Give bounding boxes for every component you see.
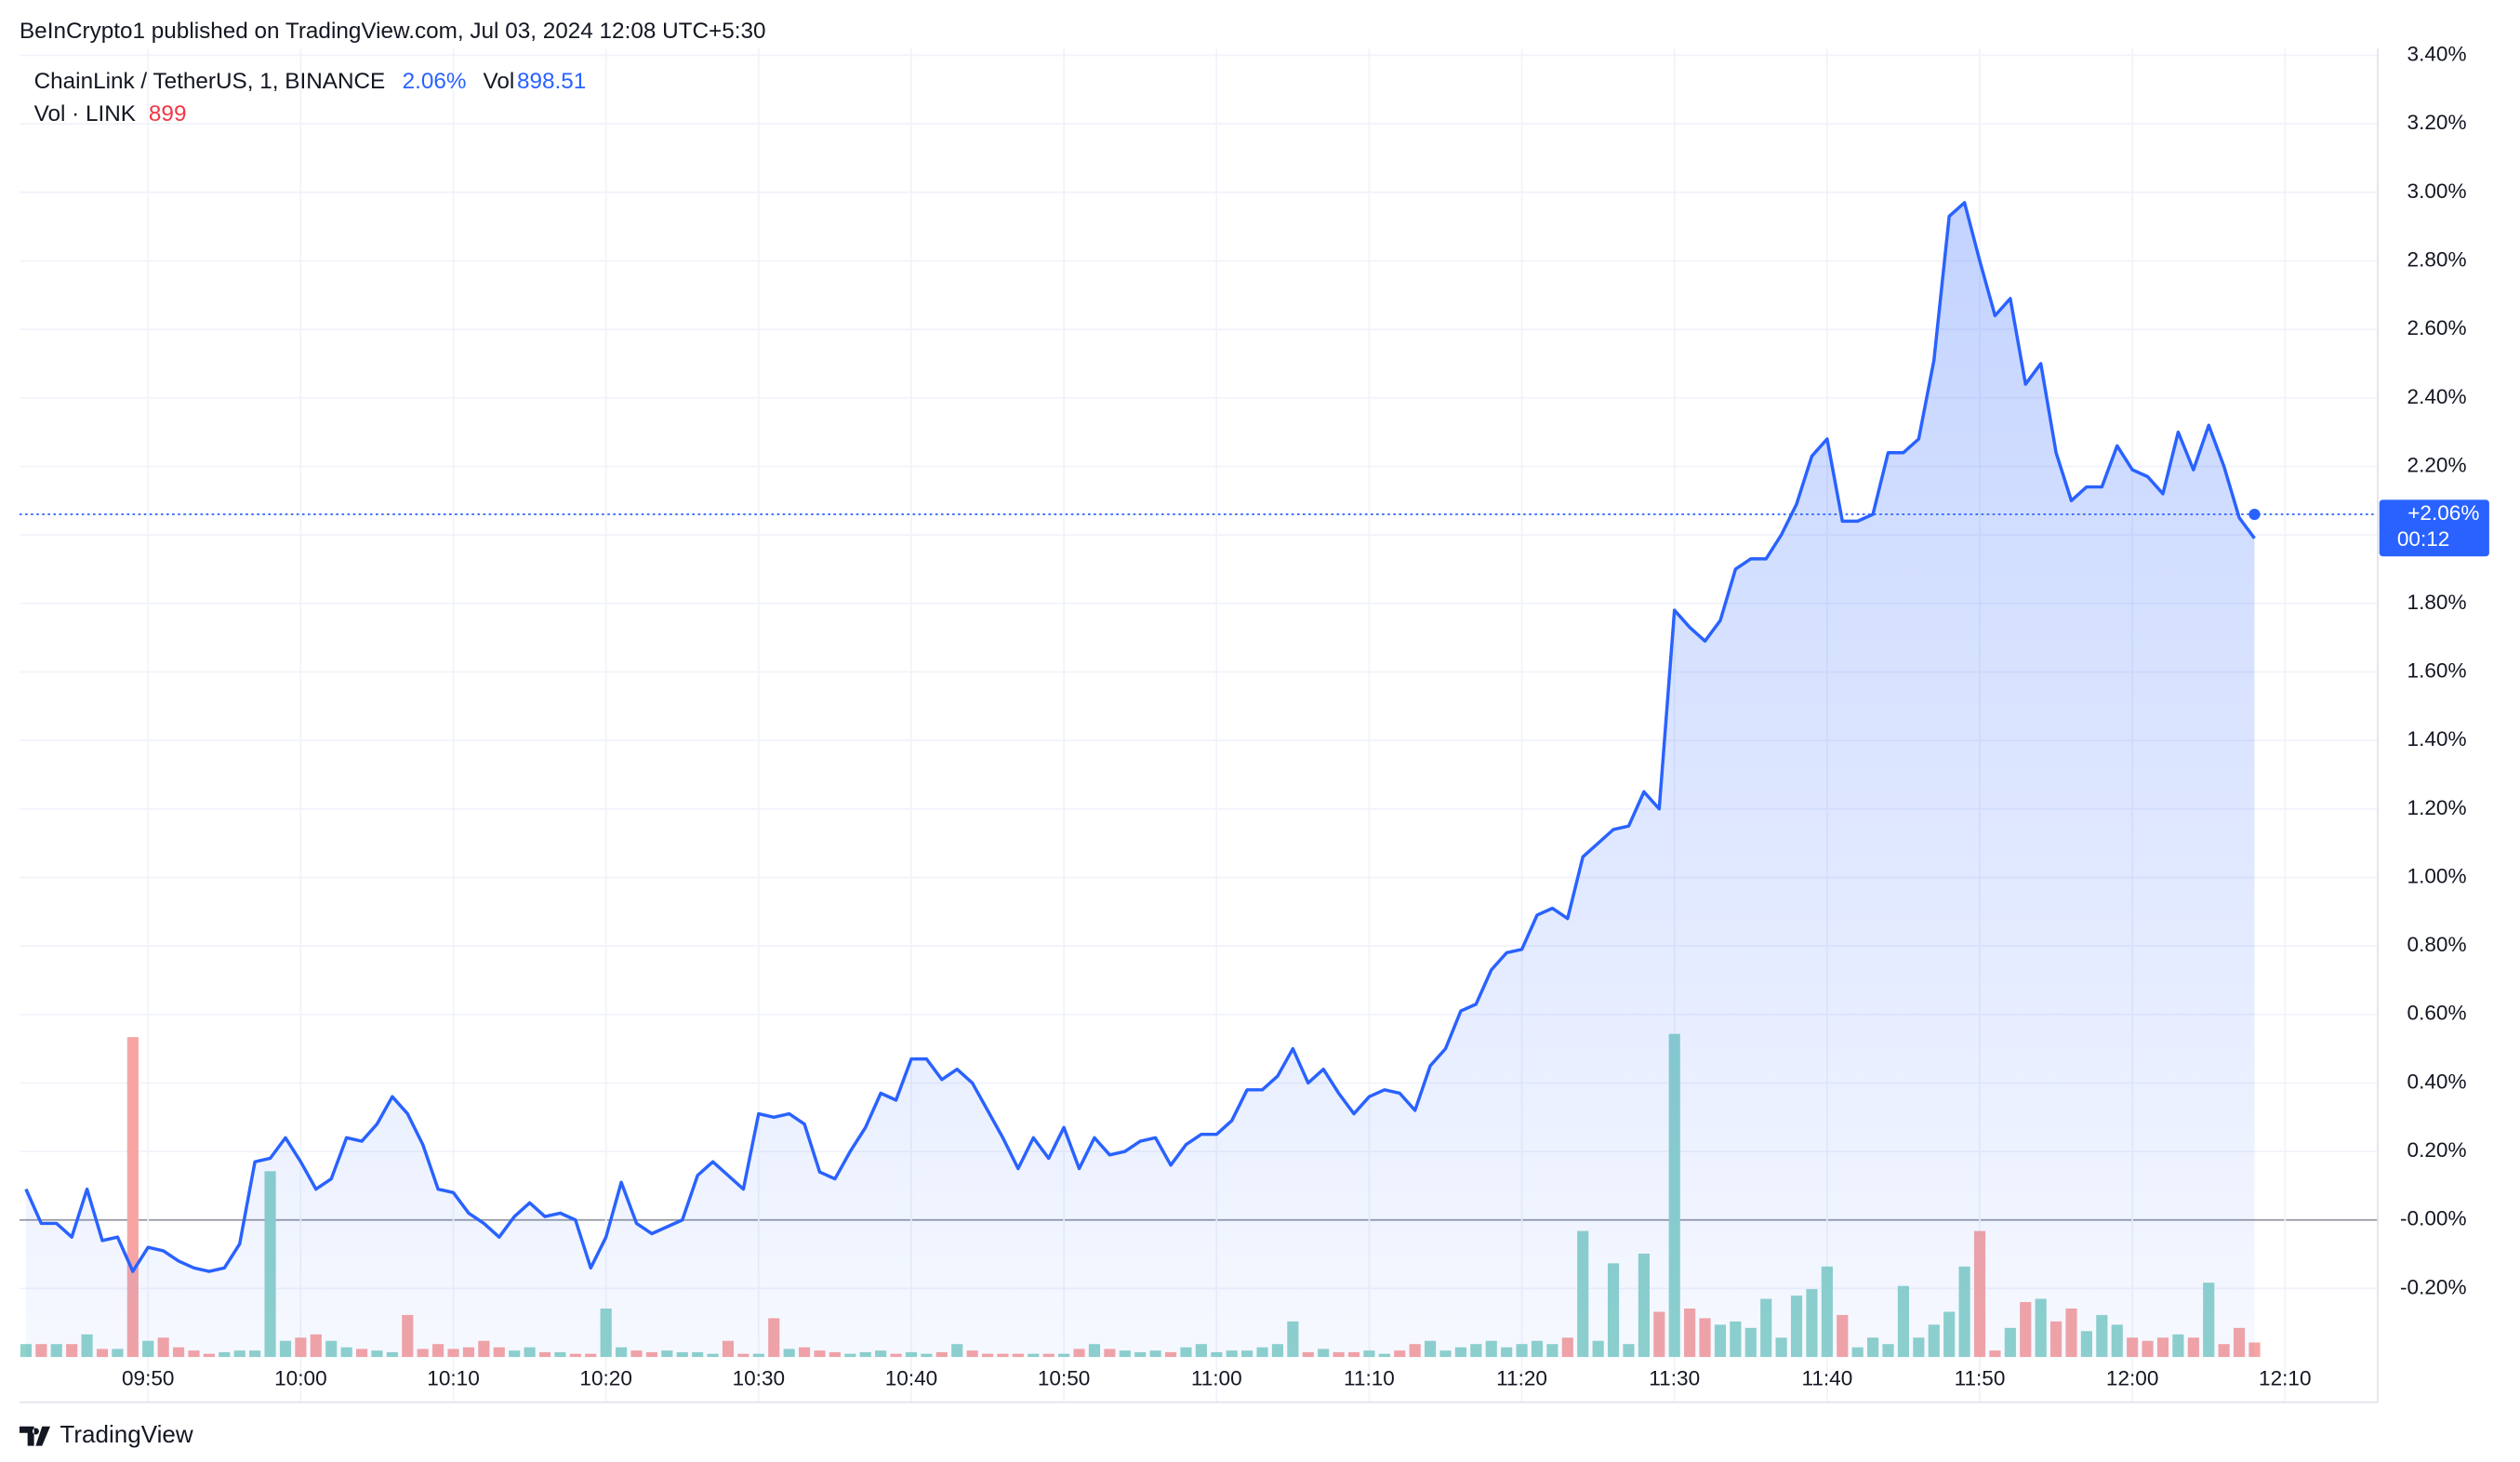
x-tick-label: 10:00 <box>274 1366 327 1389</box>
y-tick-label: 0.20% <box>2407 1138 2467 1162</box>
y-tick-label: 2.20% <box>2407 453 2467 476</box>
volume-name: Vol · LINK <box>34 101 136 126</box>
y-tick-label: 2.40% <box>2407 385 2467 408</box>
x-tick-label: 11:50 <box>1955 1366 2006 1389</box>
vol-value: 898.51 <box>517 69 586 94</box>
y-tick-label: 1.40% <box>2407 727 2467 751</box>
volume-last: 899 <box>149 101 187 126</box>
area-fill <box>25 202 2255 1358</box>
y-tick-label: 3.40% <box>2407 42 2467 65</box>
x-tick-label: 11:10 <box>1344 1366 1395 1389</box>
y-tick-label: 0.80% <box>2407 933 2467 956</box>
y-tick-label: 2.60% <box>2407 316 2467 339</box>
x-tick-label: 09:50 <box>122 1366 175 1389</box>
y-tick-label: 1.60% <box>2407 658 2467 682</box>
price-tag-label: +2.06% <box>2407 501 2479 525</box>
y-tick-label: 3.20% <box>2407 111 2467 134</box>
y-tick-label: 2.80% <box>2407 247 2467 271</box>
y-tick-label: -0.00% <box>2400 1207 2467 1230</box>
x-tick-label: 12:00 <box>2106 1366 2159 1389</box>
y-tick-label: -0.20% <box>2400 1275 2467 1298</box>
y-tick-label: 1.00% <box>2407 864 2467 887</box>
x-tick-label: 11:30 <box>1649 1366 1700 1389</box>
last-price-dot <box>2248 508 2261 521</box>
x-tick-label: 10:40 <box>885 1366 938 1389</box>
y-tick-label: 0.60% <box>2407 1002 2467 1025</box>
x-tick-label: 10:50 <box>1038 1366 1091 1389</box>
y-tick-label: 1.80% <box>2407 591 2467 614</box>
line-layer <box>19 201 2379 1358</box>
x-tick-label: 12:10 <box>2259 1366 2312 1389</box>
symbol: ChainLink / TetherUS, 1, BINANCE <box>34 69 386 94</box>
logo-text: TradingView <box>60 1420 193 1448</box>
header: BeInCrypto1 published on TradingView.com… <box>20 19 766 44</box>
x-tick-label: 10:10 <box>427 1366 480 1389</box>
x-tick-label: 11:40 <box>1801 1366 1852 1389</box>
x-tick-label: 11:20 <box>1496 1366 1547 1389</box>
change: 2.06% <box>403 69 467 94</box>
logo: TradingView <box>19 1420 193 1448</box>
price-tag <box>2379 499 2489 557</box>
price-line <box>24 201 2256 1273</box>
price-tag-countdown: 00:12 <box>2397 527 2450 551</box>
x-tick-label: 10:30 <box>733 1366 786 1389</box>
y-tick-label: 3.00% <box>2407 179 2467 203</box>
y-tick-label: 1.20% <box>2407 796 2467 819</box>
logo-icon <box>19 1426 50 1446</box>
vol-label: Vol <box>483 69 514 94</box>
axis-layer: -0.20% -0.00% 0.20% 0.40% 0.60% 0.80% 1.00% 1.2… <box>122 42 2489 1389</box>
y-tick-label: 0.40% <box>2407 1070 2467 1093</box>
x-tick-label: 11:00 <box>1191 1366 1242 1389</box>
x-tick-label: 10:20 <box>579 1366 632 1389</box>
